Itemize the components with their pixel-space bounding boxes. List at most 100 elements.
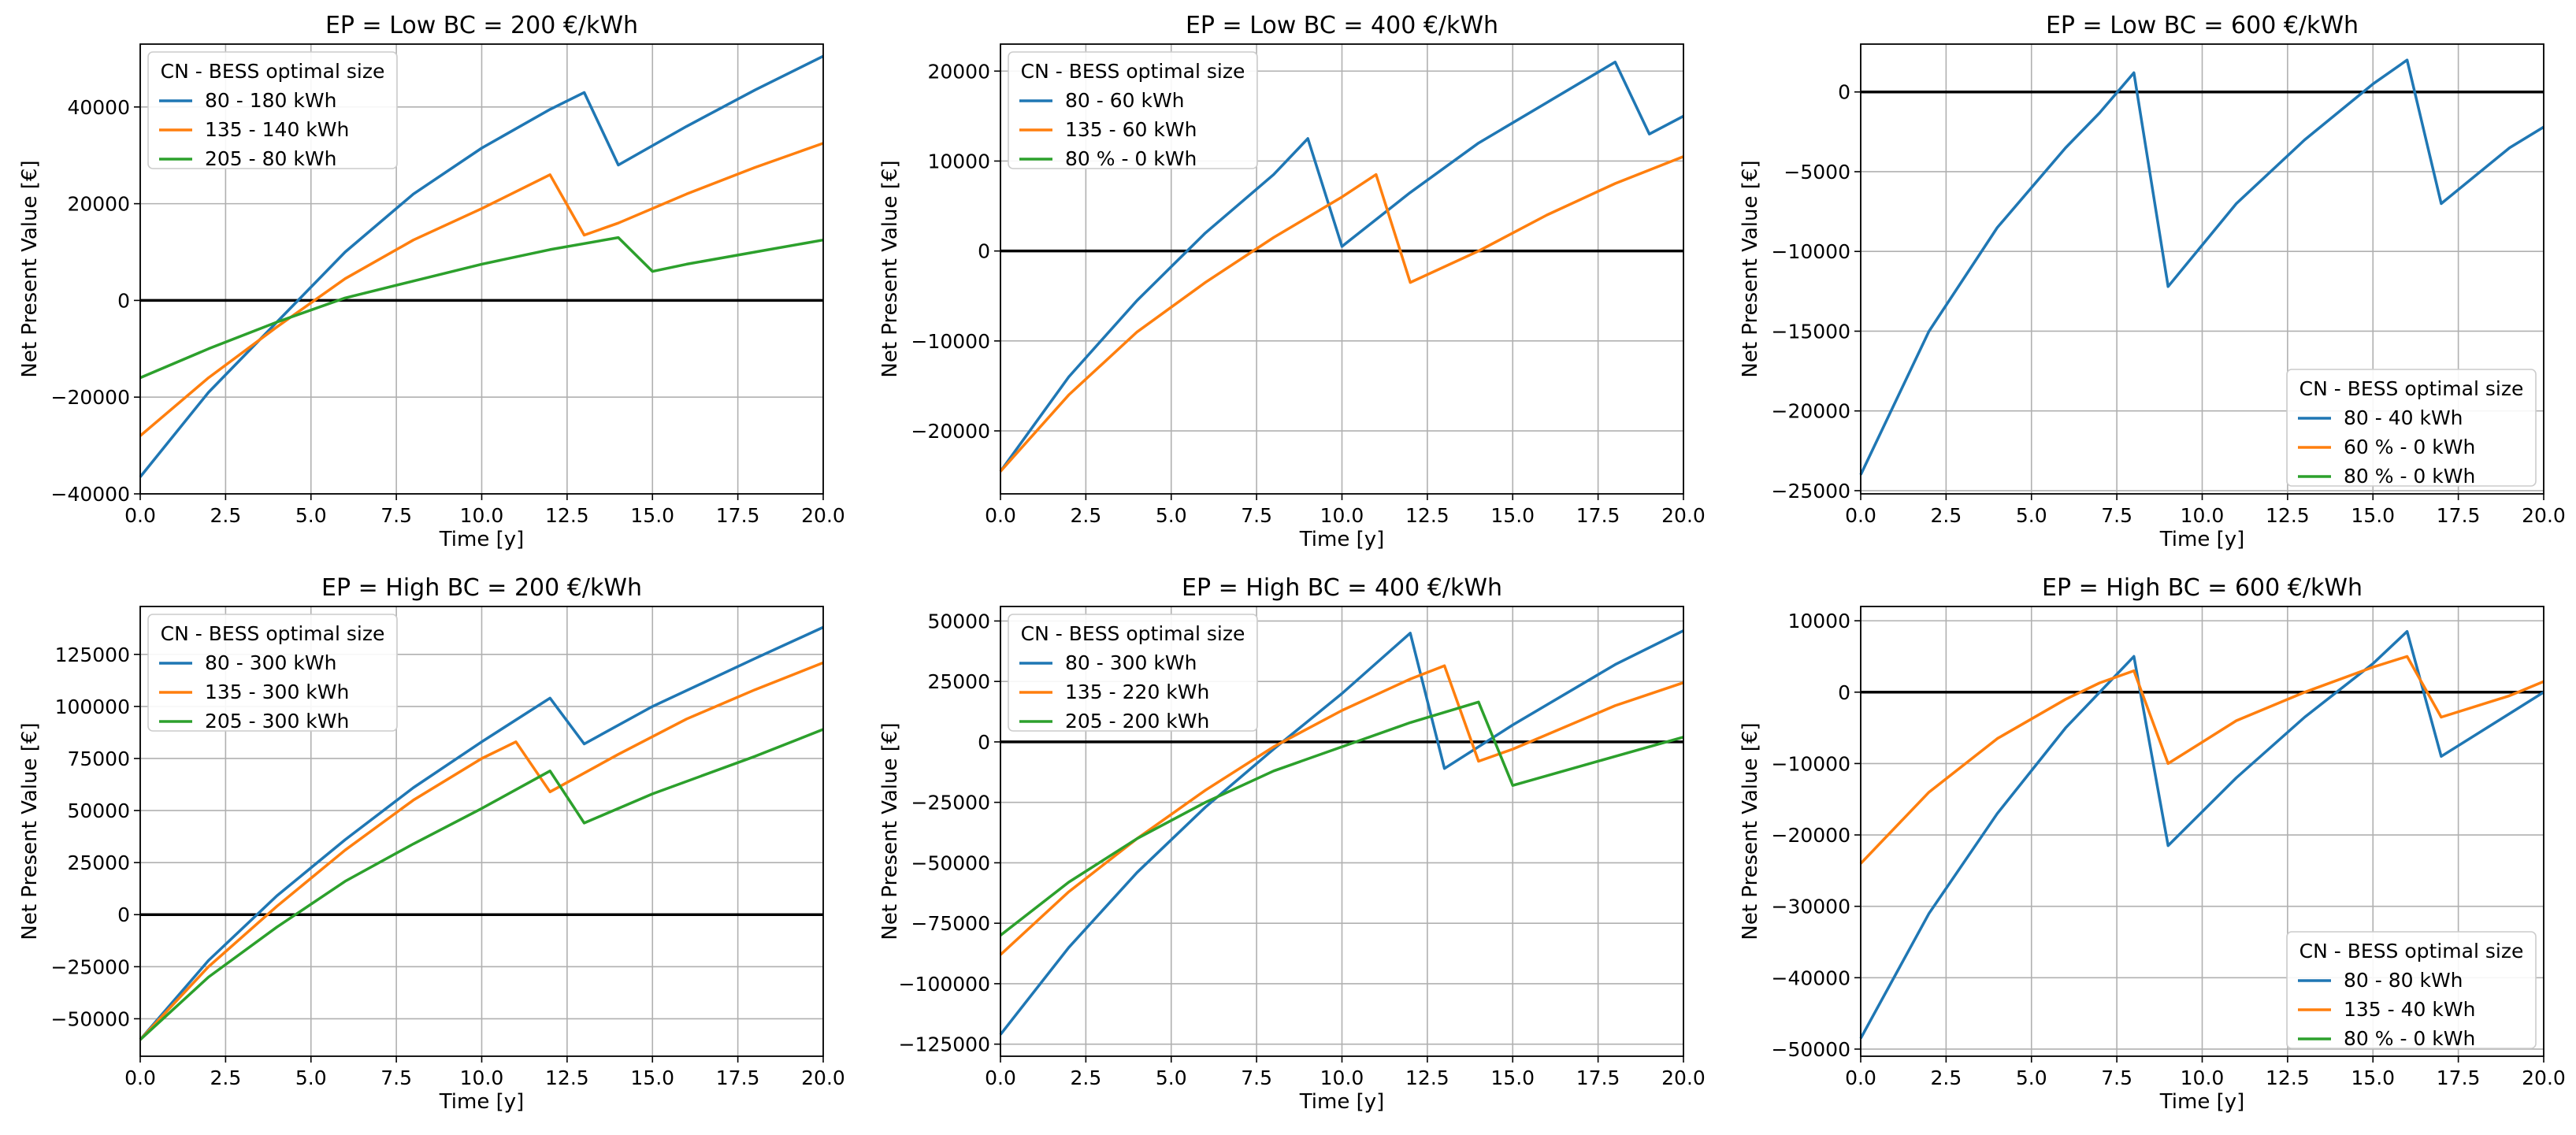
x-tick-label: 20.0 [1661,504,1706,527]
legend-box [2286,369,2537,487]
legend-label: 205 - 200 kWh [1065,710,1209,733]
legend-box [1008,614,1258,732]
x-tick-label: 12.5 [1405,504,1449,527]
x-tick-label: 15.0 [2351,504,2395,527]
legend: CN - BESS optimal size 80 - 80 kWh 135 - 4… [2286,931,2537,1050]
legend-label: 80 - 180 kWh [205,89,336,112]
legend-label: 135 - 220 kWh [1065,681,1209,703]
x-tick-label: 0.0 [1845,1066,1876,1089]
legend-label: 60 % - 0 kWh [2344,436,2475,458]
series-line-2 [139,142,824,437]
legend-box [2286,931,2537,1049]
y-axis-title: Net Present Value [€] [18,722,42,940]
y-axis-title: Net Present Value [€] [18,160,42,377]
series-line-2 [139,661,824,1041]
y-tick-label: −40000 [51,483,130,506]
legend: CN - BESS optimal size 80 - 40 kWh 60 % - … [2286,369,2537,488]
y-tick-label: −30000 [1772,896,1850,918]
legend-label: 205 - 80 kWh [205,147,336,170]
y-axis-title: Net Present Value [€] [1739,722,1762,940]
x-axis-title: Time [y] [1299,528,1385,551]
y-tick-label: −75000 [911,912,990,935]
x-axis-title: Time [y] [439,528,525,551]
y-tick-label: −25000 [911,792,990,814]
series-line-1 [1859,629,2544,1040]
x-tick-label: 7.5 [1241,504,1272,527]
x-tick-label: 7.5 [2101,1066,2132,1089]
y-tick-label: −20000 [1772,400,1850,423]
y-axis-title: Net Present Value [€] [1739,160,1762,377]
x-tick-label: 17.5 [2437,504,2481,527]
x-tick-label: 7.5 [380,504,412,527]
x-tick-label: 2.5 [1930,504,1962,527]
x-tick-label: 5.0 [1156,1066,1187,1089]
y-tick-label: 20000 [927,60,990,83]
legend-label: 135 - 140 kWh [205,118,349,141]
legend-label: 80 - 300 kWh [1065,651,1197,674]
y-axis-title: Net Present Value [€] [878,722,902,940]
chart-title: EP = High BC = 400 €/kWh [1182,574,1502,602]
y-tick-label: 50000 [67,799,130,822]
x-tick-label: 7.5 [380,1066,412,1089]
y-tick-label: −20000 [51,386,130,409]
x-tick-label: 15.0 [2351,1066,2395,1089]
y-tick-label: 40000 [67,96,130,119]
x-axis-title: Time [y] [1299,1090,1385,1114]
chart-panel-4: 0.0 2.5 5.0 7.5 10.0 12.5 15.0 17.5 20.0 −50000 −2… [18,574,845,1114]
y-tick-label: −20000 [1772,824,1850,847]
legend-title: CN - BESS optimal size [161,60,385,83]
x-tick-label: 2.5 [210,504,241,527]
x-tick-label: 10.0 [2181,1066,2225,1089]
x-tick-label: 17.5 [2437,1066,2481,1089]
y-tick-label: 50000 [927,610,990,632]
y-tick-label: −25000 [1772,480,1850,503]
y-tick-label: −25000 [51,955,130,978]
legend: CN - BESS optimal size 80 - 300 kWh 135 - … [1008,614,1258,733]
legend-box [147,51,398,169]
series-line-2 [1859,655,2544,865]
x-tick-label: 20.0 [2522,504,2566,527]
legend-label: 80 - 60 kWh [1065,89,1185,112]
legend-title: CN - BESS optimal size [2299,940,2524,963]
series-line-3 [139,728,824,1041]
x-tick-label: 10.0 [460,1066,504,1089]
legend-label: 80 - 80 kWh [2344,969,2463,992]
y-tick-label: 0 [978,240,990,263]
y-tick-label: 100000 [55,695,130,718]
y-axis-title: Net Present Value [€] [878,160,902,377]
y-tick-label: 20000 [67,193,130,216]
chart-title: EP = Low BC = 600 €/kWh [2046,12,2359,39]
legend-box [147,614,398,732]
chart-title: EP = High BC = 600 €/kWh [2042,574,2363,602]
y-tick-label: 10000 [1787,610,1850,632]
x-tick-label: 17.5 [1576,504,1620,527]
legend: CN - BESS optimal size 80 - 300 kWh 135 - … [147,614,398,733]
x-tick-label: 0.0 [1845,504,1876,527]
legend-label: 135 - 300 kWh [205,681,349,703]
x-tick-label: 10.0 [2181,504,2225,527]
chart-title: EP = Low BC = 200 €/kWh [325,12,638,39]
x-tick-label: 2.5 [1070,504,1101,527]
x-tick-label: 0.0 [124,1066,156,1089]
y-tick-label: −40000 [1772,966,1850,989]
y-tick-label: −5000 [1784,161,1850,184]
x-tick-label: 12.5 [2266,504,2310,527]
y-tick-label: 25000 [927,670,990,693]
x-tick-label: 17.5 [716,1066,760,1089]
x-tick-label: 7.5 [1241,1066,1272,1089]
x-tick-label: 5.0 [2016,1066,2047,1089]
x-axis-title: Time [y] [439,1090,525,1114]
legend: CN - BESS optimal size 80 - 180 kWh 135 - … [147,51,398,170]
y-tick-label: 0 [1838,681,1850,704]
legend: CN - BESS optimal size 80 - 60 kWh 135 - 6… [1008,51,1258,170]
x-tick-label: 5.0 [1156,504,1187,527]
legend-label: 205 - 300 kWh [205,710,349,733]
chart-panel-5: 0.0 2.5 5.0 7.5 10.0 12.5 15.0 17.5 20.0 −125000 −… [878,574,1706,1114]
x-tick-label: 12.5 [545,504,589,527]
x-tick-label: 20.0 [2522,1066,2566,1089]
x-tick-label: 5.0 [295,1066,327,1089]
legend-label: 80 % - 0 kWh [2344,465,2475,488]
y-tick-label: 0 [117,903,130,926]
x-tick-label: 0.0 [985,1066,1016,1089]
